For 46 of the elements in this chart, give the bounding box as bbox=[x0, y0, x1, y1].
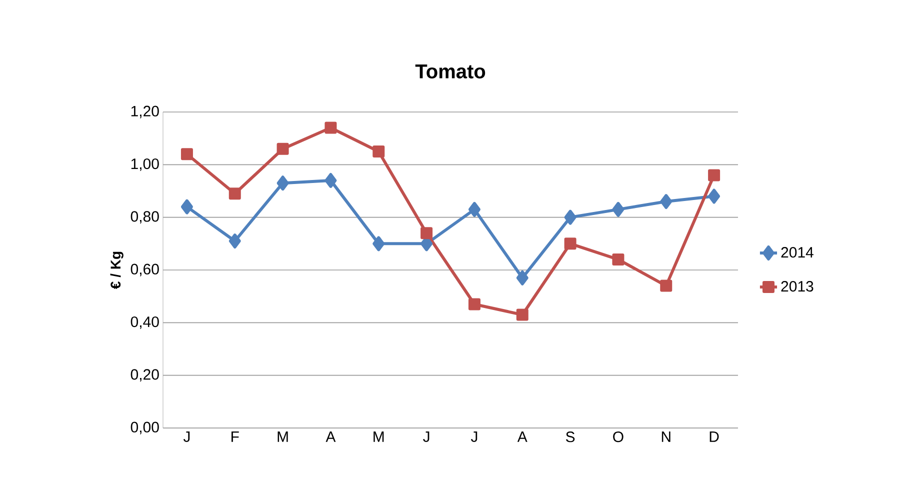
point bbox=[660, 280, 672, 292]
point bbox=[276, 176, 289, 191]
point bbox=[180, 199, 193, 214]
point bbox=[564, 238, 576, 250]
legend-label: 2013 bbox=[781, 280, 814, 292]
x-tick-label: A bbox=[326, 432, 336, 442]
point bbox=[180, 148, 193, 160]
point bbox=[660, 194, 672, 210]
y-tick-label: 0,40 bbox=[130, 316, 159, 329]
point bbox=[708, 188, 720, 204]
point bbox=[324, 172, 337, 188]
y-tick-label: 0,00 bbox=[130, 422, 159, 434]
x-tick-label: S bbox=[566, 432, 575, 442]
x-tick-label: M bbox=[278, 432, 288, 442]
y-tick-label: 1,00 bbox=[131, 158, 159, 171]
x-tick-label: F bbox=[232, 432, 239, 442]
point bbox=[516, 308, 528, 321]
y-tick-label: 0,80 bbox=[130, 211, 159, 224]
legend-label: 2014 bbox=[781, 247, 814, 258]
point bbox=[276, 142, 289, 155]
point bbox=[228, 234, 241, 249]
chart-title: Tomato bbox=[415, 64, 486, 78]
x-tick-label: A bbox=[517, 432, 528, 442]
y-tick-label: 0,20 bbox=[130, 369, 159, 382]
point bbox=[516, 270, 528, 286]
point bbox=[708, 169, 720, 182]
point bbox=[612, 253, 624, 266]
x-tick-label: O bbox=[613, 432, 624, 442]
y-axis-title: € / Kg bbox=[110, 252, 124, 289]
x-tick-label: J bbox=[183, 432, 190, 442]
x-tick-label: N bbox=[662, 432, 670, 442]
x-tick-label: D bbox=[710, 432, 719, 442]
point bbox=[612, 202, 624, 217]
point bbox=[420, 227, 433, 240]
y-tick-label: 1,20 bbox=[131, 106, 159, 118]
point bbox=[468, 298, 480, 310]
point bbox=[564, 210, 576, 225]
point bbox=[372, 236, 385, 252]
point bbox=[324, 122, 337, 134]
point bbox=[372, 145, 385, 158]
point bbox=[468, 202, 480, 217]
point bbox=[228, 188, 241, 200]
y-tick-label: 0,60 bbox=[130, 264, 159, 276]
x-tick-label: J bbox=[423, 432, 430, 442]
x-tick-label: M bbox=[374, 432, 384, 442]
x-tick-label: J bbox=[470, 432, 478, 442]
